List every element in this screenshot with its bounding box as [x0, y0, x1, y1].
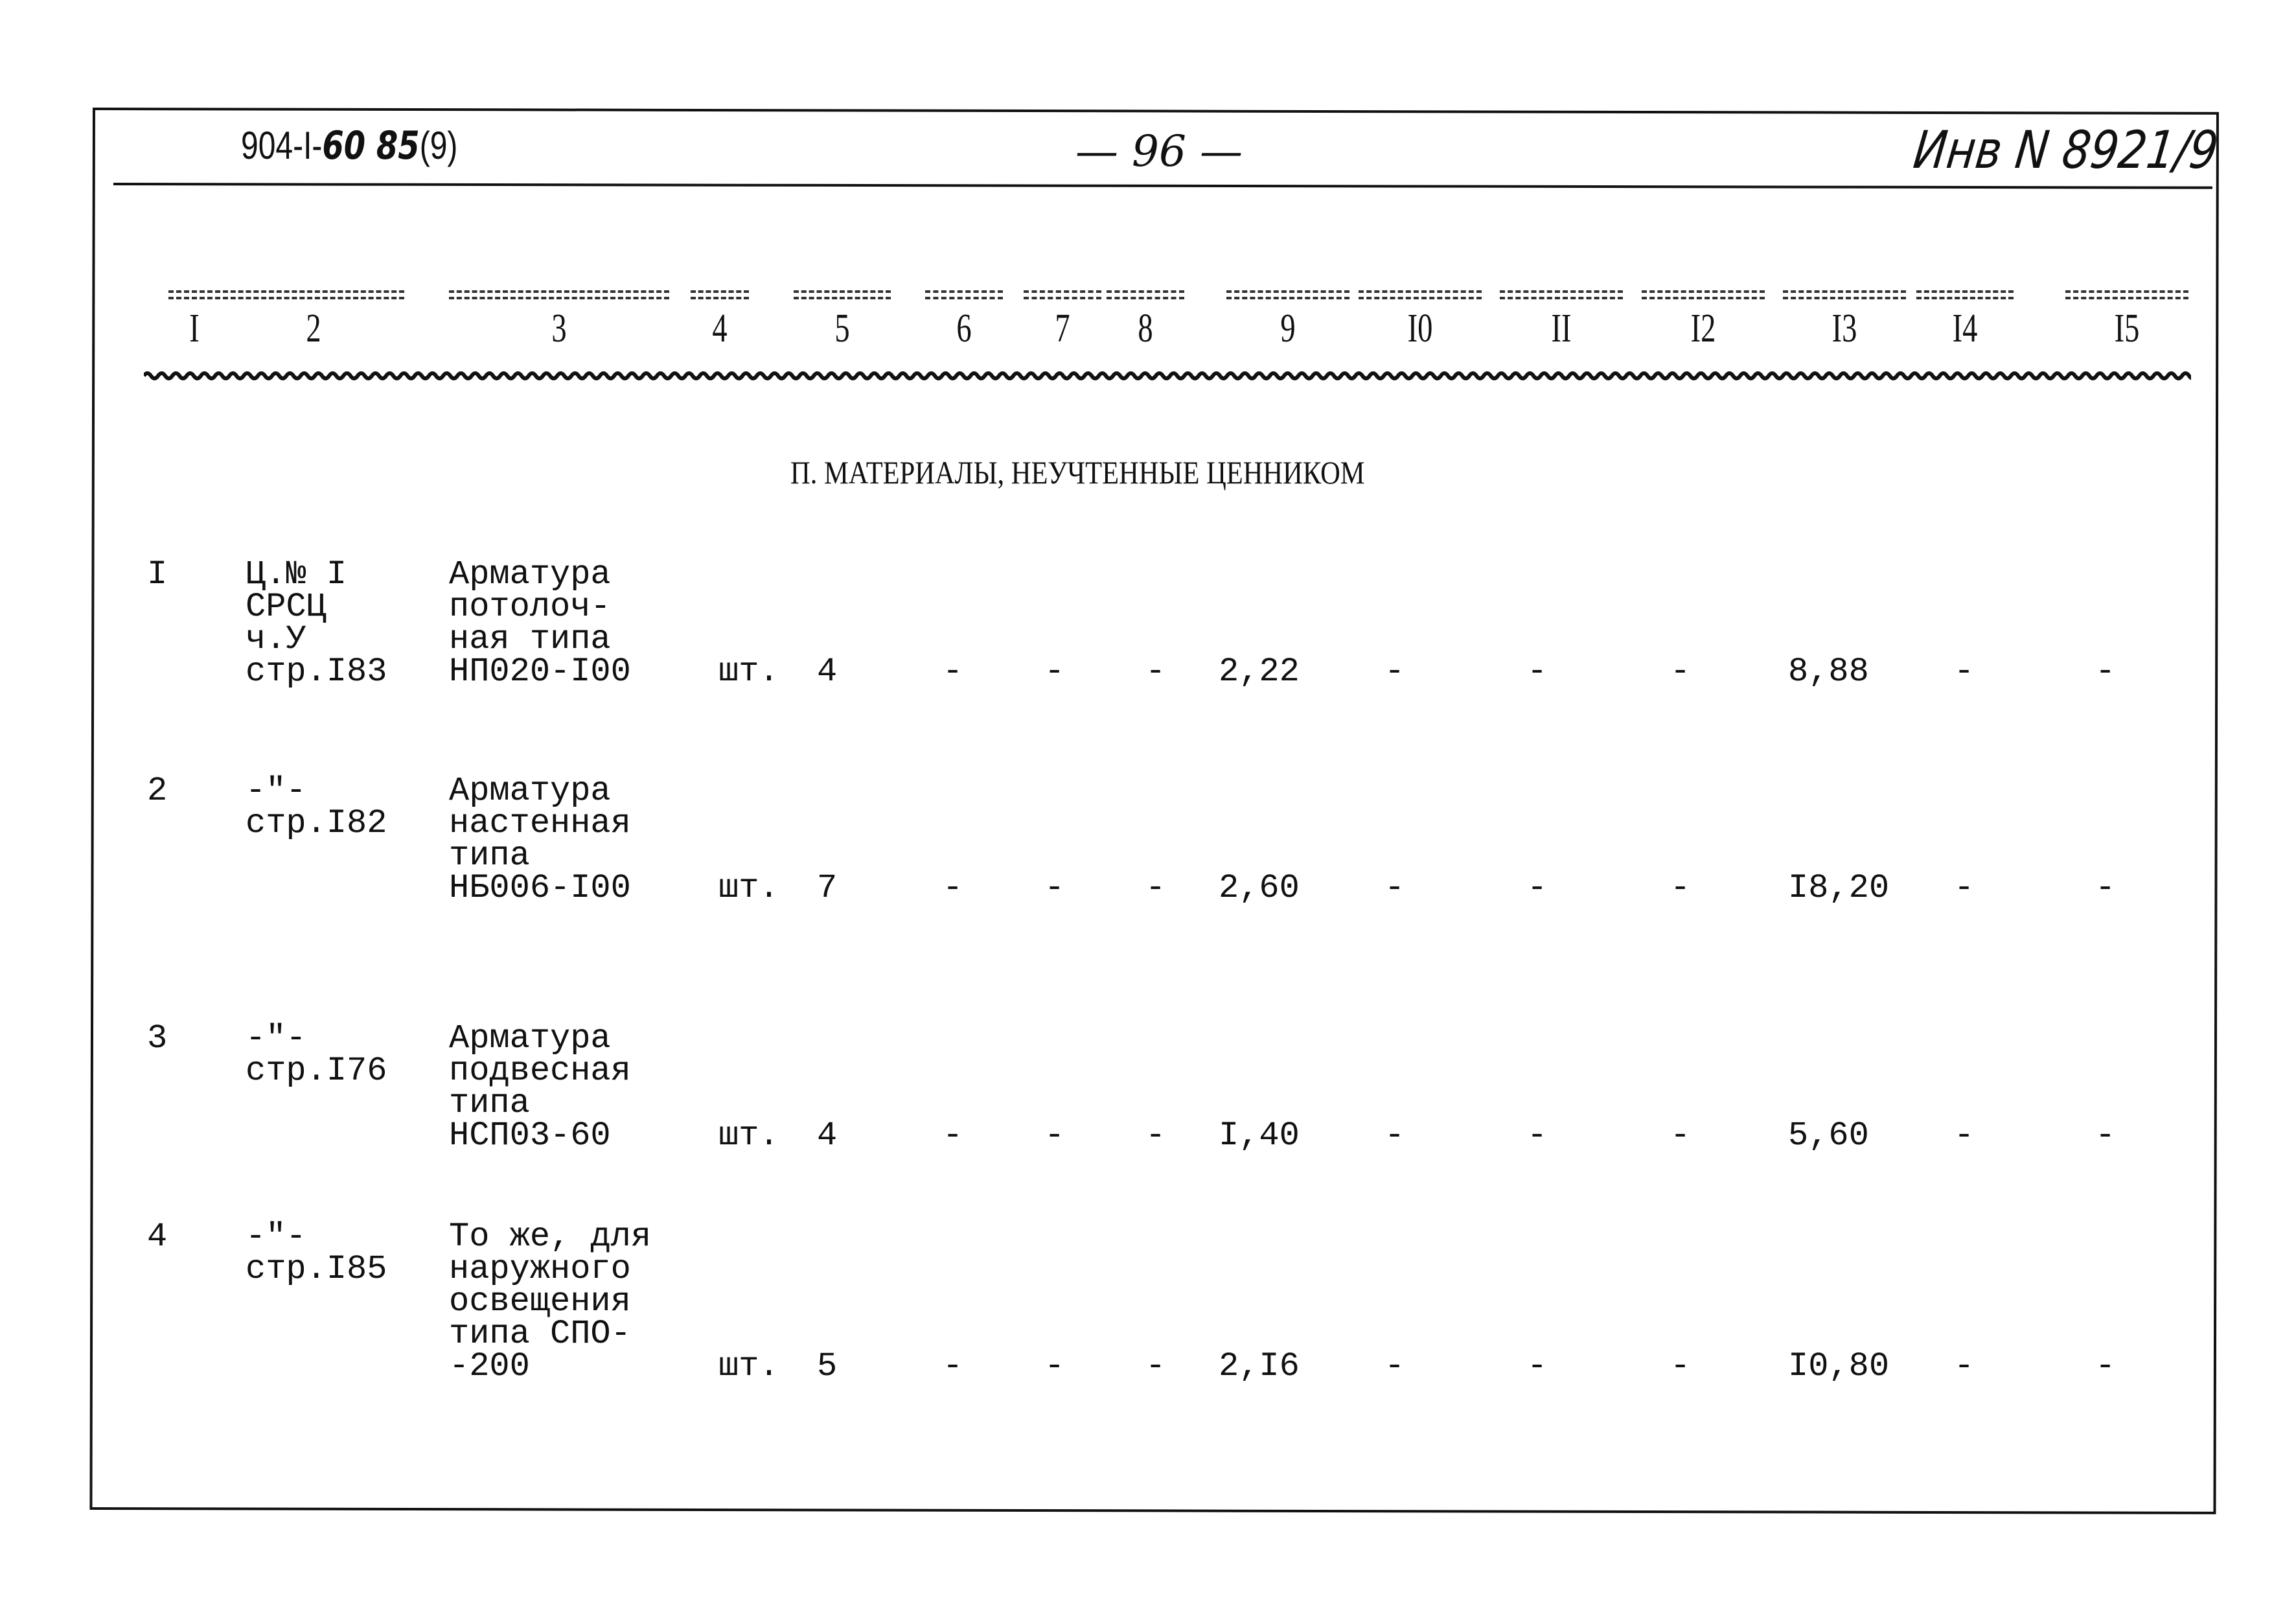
quantity: 5 [817, 1347, 838, 1385]
row-number: 2 [147, 772, 168, 810]
col14-value: - [1954, 653, 1975, 691]
col6-value: - [943, 1116, 963, 1155]
column-number: I5 [2114, 306, 2140, 351]
col10-value: - [1384, 1116, 1405, 1155]
column-header-rule [1916, 290, 2014, 299]
column-header-rule [1500, 290, 1623, 299]
column-number: I2 [1690, 306, 1716, 351]
column-header-rule [691, 290, 749, 299]
column-number: I4 [1952, 306, 1978, 351]
column-number: 2 [306, 306, 321, 351]
col15-value: - [2095, 869, 2116, 907]
col14-value: - [1954, 869, 1975, 907]
header-wavy-divider [144, 371, 2191, 380]
price-reference: -"- стр.I76 [246, 1019, 387, 1090]
column-header-rule [223, 290, 404, 299]
column-header-rule [1783, 290, 1906, 299]
col10-value: - [1384, 869, 1405, 907]
column-header-rule [1226, 290, 1349, 299]
page-frame [89, 108, 2219, 1514]
col12-value: - [1670, 869, 1691, 907]
code-handwritten: 60 85 [322, 123, 420, 168]
price-reference: -"- стр.I85 [246, 1218, 387, 1288]
code-suffix: (9) [419, 124, 458, 167]
price-reference: Ц.№ I СРСЦ ч.У стр.I83 [246, 555, 387, 691]
material-name: То же, для наружного освещения типа СПО-… [449, 1218, 652, 1385]
col7-value: - [1044, 1116, 1065, 1155]
col8-value: - [1145, 1116, 1166, 1155]
col6-value: - [943, 869, 963, 907]
col11-value: - [1527, 653, 1548, 691]
column-header-rule [2065, 290, 2188, 299]
column-header-rule [449, 290, 669, 299]
material-name: Арматура настенная типа НБ006-I00 [449, 772, 631, 907]
quantity: 4 [817, 653, 838, 691]
unit: шт. [718, 1116, 779, 1155]
col11-value: - [1527, 1347, 1548, 1385]
col15-value: - [2095, 1116, 2116, 1155]
page-number: — 96 — [1075, 126, 1243, 176]
inventory-number: Инв N 8921/9 [1910, 120, 2221, 180]
unit-price: 2,I6 [1219, 1347, 1300, 1385]
quantity: 4 [817, 1116, 838, 1155]
col15-value: - [2095, 653, 2116, 691]
total-cost: I0,80 [1788, 1347, 1890, 1385]
col11-value: - [1527, 1116, 1548, 1155]
unit: шт. [718, 1347, 779, 1385]
col6-value: - [943, 653, 963, 691]
col12-value: - [1670, 1116, 1691, 1155]
col10-value: - [1384, 653, 1405, 691]
material-name: Арматура потолоч- ная типа НП020-I00 [449, 555, 631, 691]
column-number: 8 [1138, 306, 1153, 351]
code-prefix: 904-I- [241, 124, 323, 167]
material-name: Арматура подвесная типа НСП03-60 [449, 1019, 631, 1155]
unit: шт. [718, 869, 779, 907]
row-number: 3 [147, 1019, 168, 1058]
col8-value: - [1145, 653, 1166, 691]
col12-value: - [1670, 653, 1691, 691]
col7-value: - [1044, 869, 1065, 907]
total-cost: 5,60 [1788, 1116, 1869, 1155]
document-code: 904-I-60 85(9) [241, 123, 457, 168]
col14-value: - [1954, 1347, 1975, 1385]
column-number: 4 [712, 306, 728, 351]
col7-value: - [1044, 1347, 1065, 1385]
column-number: I0 [1407, 306, 1433, 351]
section-title: П. МАТЕРИАЛЫ, НЕУЧТЕННЫЕ ЦЕННИКОМ [790, 454, 1365, 491]
col14-value: - [1954, 1116, 1975, 1155]
column-header-rule [1107, 290, 1184, 299]
quantity: 7 [817, 869, 838, 907]
total-cost: I8,20 [1788, 869, 1890, 907]
col6-value: - [943, 1347, 963, 1385]
column-number: 7 [1055, 306, 1070, 351]
unit-price: 2,60 [1219, 869, 1300, 907]
total-cost: 8,88 [1788, 653, 1869, 691]
column-number: I [189, 306, 200, 351]
column-header-rule [794, 290, 891, 299]
unit: шт. [718, 653, 779, 691]
price-reference: -"- стр.I82 [246, 772, 387, 842]
unit-price: I,40 [1219, 1116, 1300, 1155]
column-header-rule [925, 290, 1003, 299]
column-header-rule [1024, 290, 1101, 299]
column-number: 9 [1280, 306, 1296, 351]
column-header-rule [1359, 290, 1482, 299]
col12-value: - [1670, 1347, 1691, 1385]
col10-value: - [1384, 1347, 1405, 1385]
col11-value: - [1527, 869, 1548, 907]
row-number: I [147, 555, 168, 594]
col7-value: - [1044, 653, 1065, 691]
column-header-rule [1642, 290, 1765, 299]
unit-price: 2,22 [1219, 653, 1300, 691]
column-number: 6 [956, 306, 972, 351]
col8-value: - [1145, 869, 1166, 907]
row-number: 4 [147, 1218, 168, 1256]
col8-value: - [1145, 1347, 1166, 1385]
column-number: 5 [834, 306, 850, 351]
column-number: 3 [551, 306, 567, 351]
column-header-rule [168, 290, 220, 299]
col15-value: - [2095, 1347, 2116, 1385]
column-number: II [1551, 306, 1572, 351]
column-number: I3 [1831, 306, 1857, 351]
